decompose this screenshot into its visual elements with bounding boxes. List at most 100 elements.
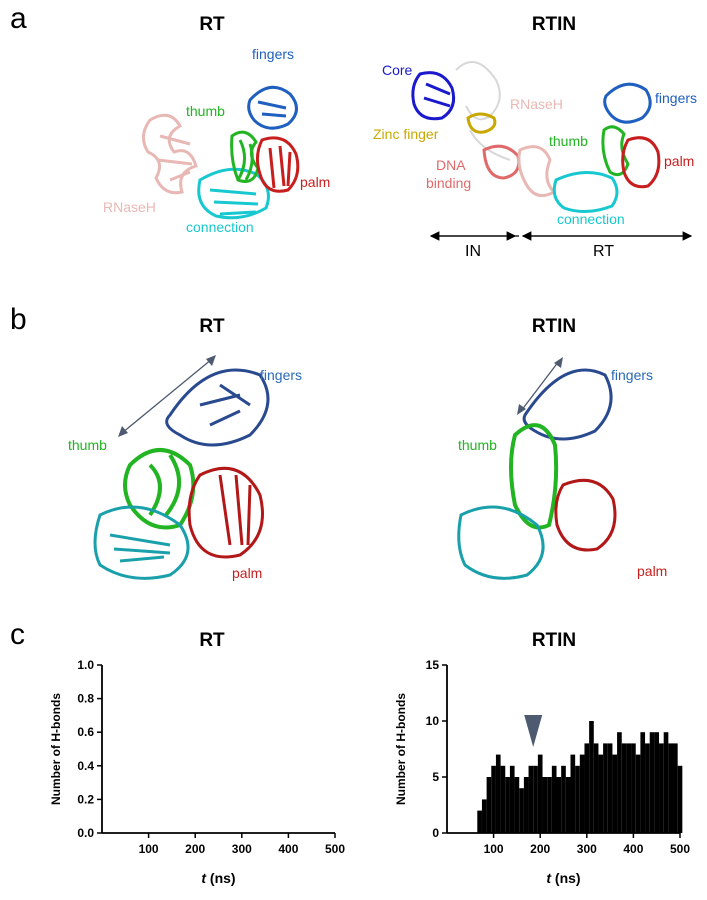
- hbond-bar: [570, 754, 576, 833]
- chart-rt-hbonds: 0.0 0.2 0.4 0.6 0.8 1.0 100 200 300 400 500 Number …: [40, 655, 350, 900]
- hbond-bar: [533, 765, 538, 833]
- panel-b-letter: b: [10, 303, 27, 336]
- hbond-bar: [547, 777, 552, 833]
- hbond-bar: [519, 788, 524, 833]
- x-tick-label: 100: [139, 842, 159, 856]
- fingers-domain-b-right: [522, 368, 613, 441]
- x-tick-label: 300: [577, 842, 597, 856]
- connection-domain: [197, 167, 270, 220]
- hbond-bar: [584, 743, 590, 833]
- hbond-bar: [523, 777, 529, 833]
- thumb-domain-b-right: [509, 423, 559, 530]
- hbond-bar: [477, 810, 482, 833]
- hbond-bar: [579, 754, 585, 833]
- hbond-bar: [561, 765, 566, 833]
- fingers-domain-b: [165, 368, 270, 447]
- hbond-bar: [509, 765, 515, 833]
- hbond-bar: [668, 743, 674, 833]
- y-axis-title: Number of H-bonds: [49, 693, 63, 805]
- rt-span-label: RT: [593, 243, 615, 260]
- rtin-structure-ribbon-a: [411, 61, 661, 213]
- hbond-bar: [495, 754, 501, 833]
- x-tick-label: 400: [278, 842, 298, 856]
- hbond-bar: [556, 777, 562, 833]
- palm-domain-right: [621, 136, 661, 189]
- chart-rtin-svg: 0 5 10 15 100 200 300 400 500 Number of H-bonds t …: [394, 658, 690, 886]
- palm-label-b-right: palm: [637, 563, 668, 579]
- rnaseh-label-a-right: RNaseH: [510, 96, 563, 112]
- hbond-bar: [635, 754, 641, 833]
- rt-structure-ribbon-b: [93, 355, 270, 580]
- thumb-label-a-left: thumb: [186, 103, 225, 119]
- hbond-bar: [491, 765, 496, 833]
- palm-domain-b: [187, 466, 264, 559]
- hbond-bar: [654, 732, 660, 833]
- hbond-bar: [589, 721, 594, 833]
- palm-domain-b-right: [554, 478, 617, 552]
- x-axis-title: t (ns): [546, 870, 580, 886]
- hbond-bar: [621, 743, 627, 833]
- core-domain: [411, 71, 456, 121]
- thumb-label-b-right: thumb: [458, 437, 497, 453]
- zinc-finger-label: Zinc finger: [373, 126, 439, 142]
- connection-domain-right: [552, 171, 619, 213]
- panel-b-rt-title: RT: [199, 316, 225, 337]
- rt-structure-ribbon-a: [142, 85, 300, 220]
- y-tick-label: 0: [432, 826, 439, 840]
- hbond-bar: [673, 743, 678, 833]
- chart-rtin-hbonds: 0 5 10 15 100 200 300 400 500 Number of H-bonds t …: [385, 655, 695, 900]
- connection-domain-b-right: [457, 505, 545, 580]
- dna-binding-label-line2: binding: [426, 175, 472, 191]
- y-tick-label: 5: [432, 770, 439, 784]
- hbond-bar: [631, 743, 636, 833]
- dna-binding-label-line1: DNA: [436, 157, 466, 173]
- y-tick-label: 0.2: [77, 792, 94, 806]
- x-tick-label: 100: [484, 842, 504, 856]
- hbond-bar: [575, 765, 580, 833]
- connection-label-a-right: connection: [557, 211, 625, 227]
- x-tick-label: 400: [623, 842, 643, 856]
- panel-c-letter: c: [10, 618, 25, 651]
- hbond-bar: [617, 732, 622, 833]
- rnaseh-domain-right: [517, 145, 557, 198]
- hbond-bar: [612, 754, 618, 833]
- y-tick-label: 1.0: [77, 658, 94, 672]
- zinc-finger-domain: [466, 112, 497, 134]
- hbond-bar: [481, 799, 487, 833]
- hbond-bar: [677, 765, 683, 833]
- hbond-bar: [640, 732, 646, 833]
- palm-label-a-left: palm: [300, 174, 331, 190]
- connection-domain-b: [93, 505, 190, 580]
- rnaseh-label-a-left: RNaseH: [103, 199, 156, 215]
- thumb-fingers-distance-arrow-right: [520, 360, 560, 412]
- fingers-label-a-right: fingers: [655, 90, 698, 106]
- panel-a-rtin-title: RTIN: [531, 14, 577, 35]
- fingers-domain: [247, 85, 298, 130]
- y-tick-label: 0.8: [77, 692, 94, 706]
- hbond-bar: [505, 777, 510, 833]
- hbond-bar: [537, 754, 543, 833]
- hbond-bar: [659, 743, 664, 833]
- hbond-bar: [500, 765, 506, 833]
- hbond-bar: [607, 743, 613, 833]
- x-tick-label: 500: [325, 842, 345, 856]
- hbond-bar: [598, 754, 604, 833]
- linker-domain: [455, 61, 511, 161]
- panel-a-letter: a: [10, 2, 27, 35]
- hbond-bar: [565, 777, 571, 833]
- x-tick-label: 500: [670, 842, 690, 856]
- thumb-fingers-distance-arrow-left: [121, 358, 213, 434]
- in-span-label: IN: [465, 243, 481, 260]
- connection-label-a-left: connection: [186, 219, 254, 235]
- palm-label-b-left: palm: [232, 565, 263, 581]
- thumb-label-a-right: thumb: [549, 133, 588, 149]
- hbond-bar: [603, 743, 608, 833]
- y-tick-label: 15: [426, 658, 440, 672]
- rtin-structure-ribbon-b: [457, 357, 617, 580]
- panel-c-rtin-title: RTIN: [531, 630, 577, 651]
- hbond-bar: [551, 765, 557, 833]
- chart-rt-svg: 0.0 0.2 0.4 0.6 0.8 1.0 100 200 300 400 500 Number …: [49, 658, 345, 886]
- fingers-domain-right: [603, 82, 652, 124]
- hbond-bar: [645, 743, 650, 833]
- hbond-bar: [626, 743, 632, 833]
